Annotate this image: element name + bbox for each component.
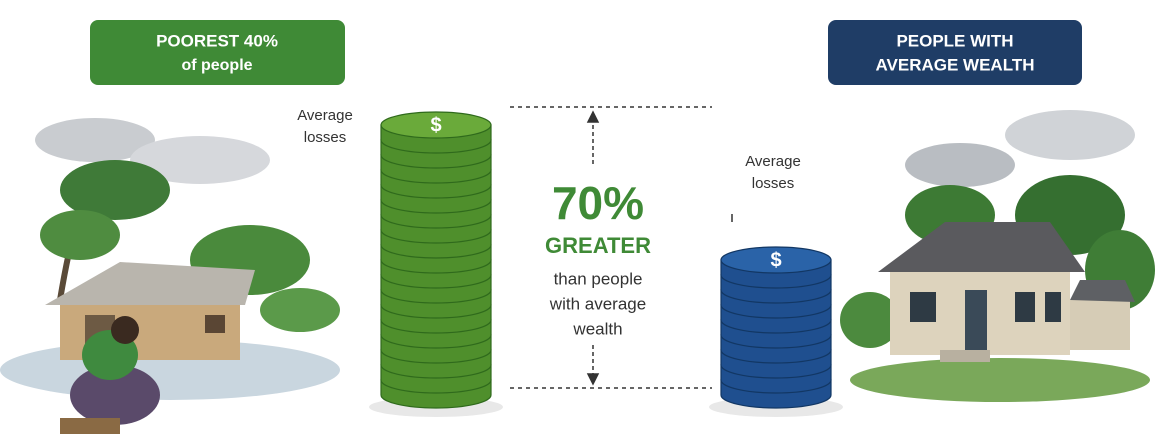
stack-label: losses [304,129,347,146]
left-badge-line: POOREST 40% [156,31,278,50]
right-illustration [840,110,1155,402]
stack-label: Average [297,107,353,124]
stack-label: losses [752,175,795,192]
stack-label: Average [745,153,801,170]
page: POOREST 40% of people PEOPLE WITH AVERAG… [0,0,1156,439]
left-illustration [0,118,340,434]
coin-symbol: $ [430,114,441,136]
left-badge-line: of people [181,57,252,74]
comparison-line: than people [554,269,643,288]
headline: 70% [552,177,644,229]
coin-symbol: $ [770,249,781,271]
infographic: POOREST 40% of people PEOPLE WITH AVERAG… [0,0,1156,439]
right-badge-line: AVERAGE WEALTH [876,55,1035,74]
subhead: GREATER [545,233,651,258]
comparison-line: wealth [572,319,622,338]
left-badge [90,20,345,85]
comparison-line: with average [549,294,646,313]
right-badge [828,20,1082,85]
right-badge-line: PEOPLE WITH [896,31,1013,50]
